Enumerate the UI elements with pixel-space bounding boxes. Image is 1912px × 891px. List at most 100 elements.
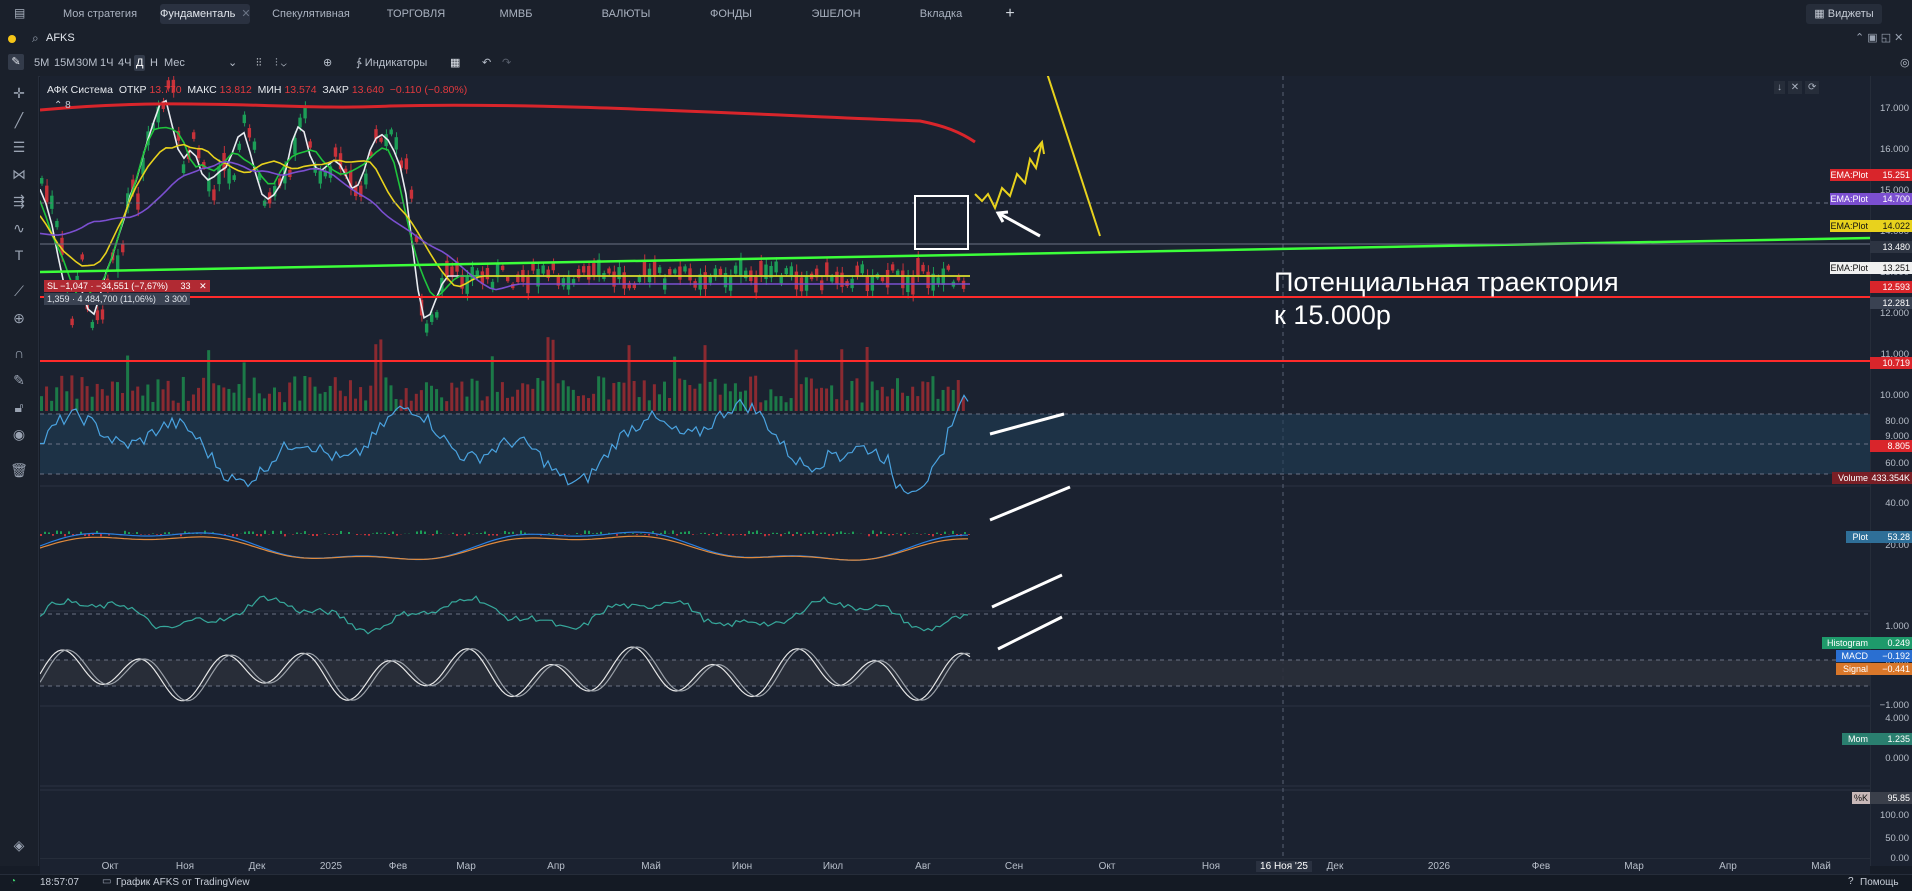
ema-green	[40, 128, 970, 300]
macd-label: MACD	[1836, 650, 1870, 662]
volume-bar	[491, 356, 494, 411]
lock-drawings-icon[interactable]: ✎	[10, 371, 28, 389]
redo-icon[interactable]: ↷	[502, 55, 511, 71]
volume-bar	[886, 396, 889, 411]
candle-body	[840, 273, 843, 287]
volume-bar	[334, 377, 337, 411]
stop-loss-box[interactable]: SL −1,047 · −34,551 (−7,67%) 33 ✕	[44, 280, 210, 292]
crosshair-icon[interactable]: ✛	[10, 84, 28, 102]
add-tab-button[interactable]: +	[1000, 4, 1020, 24]
timeframe-6[interactable]: Д	[134, 55, 145, 71]
volume-bar	[501, 382, 504, 411]
timeframe-8[interactable]: Мес	[164, 55, 185, 71]
compare-add-icon[interactable]: ⊕	[323, 55, 332, 71]
tab-6[interactable]: ВАЛЮТЫ	[576, 4, 676, 24]
candle-body	[121, 244, 124, 253]
tab-4[interactable]: ТОРГОВЛЯ	[366, 4, 466, 24]
volume-bar	[901, 393, 904, 411]
trend-line-icon[interactable]: ╱	[10, 111, 28, 129]
undo-icon[interactable]: ↶	[482, 55, 491, 71]
histogram-bar	[784, 533, 786, 534]
histogram-bar	[308, 534, 310, 535]
layout-icon[interactable]: ▦	[450, 55, 460, 71]
timeframe-5[interactable]: 4Ч	[118, 55, 131, 71]
time-tick: 16 Ноя '25	[1256, 861, 1312, 872]
volume-bar	[101, 389, 104, 411]
trash-icon[interactable]: 🗑︎	[10, 461, 28, 479]
position-box[interactable]: 1,359 · 4 484,700 (11,06%) 3 300	[44, 293, 190, 305]
pattern-icon[interactable]: ⋈	[10, 165, 28, 183]
help-label[interactable]: Помощь	[1860, 877, 1899, 888]
close-icon[interactable]: ✕	[199, 281, 207, 291]
pencil-icon[interactable]: ✎	[8, 54, 24, 70]
indicator-arrow	[998, 617, 1062, 649]
tab-1[interactable]: Моя стратегия	[50, 4, 150, 24]
histogram-bar	[896, 533, 898, 534]
volume-bar	[592, 394, 595, 411]
candle-body	[582, 266, 585, 272]
text-icon[interactable]: T	[10, 246, 28, 264]
time-tick: Май	[641, 861, 661, 872]
tab-3[interactable]: Спекулятивная	[256, 4, 366, 24]
eye-icon[interactable]: ◉	[10, 425, 28, 443]
fib-icon[interactable]: ⇶	[10, 192, 28, 210]
widgets-icon: ▦	[1814, 8, 1827, 20]
volume-bar	[308, 377, 311, 411]
timeframe-7[interactable]: Н	[150, 55, 158, 71]
pane-controls[interactable]: ↓ ✕ ⟳	[1774, 82, 1819, 93]
annotation-text[interactable]: Потенциальная траектория к 15.000р	[1274, 266, 1619, 332]
tab-2[interactable]: Фундаменталь✕	[160, 4, 250, 24]
zoom-icon[interactable]: ⊕	[10, 309, 28, 327]
histogram-bar	[968, 534, 970, 535]
window-controls[interactable]: ⌃ ▣ ◱ ✕	[1855, 31, 1903, 44]
timeframe-1[interactable]: 5М	[34, 55, 49, 71]
magnet-icon[interactable]: ∩	[10, 344, 28, 362]
volume-bar	[248, 398, 251, 411]
histogram-bar	[80, 532, 82, 534]
symbol-input[interactable]: AFKS	[46, 32, 75, 44]
timeframe-2[interactable]: 15М	[54, 55, 75, 71]
timeframe-3[interactable]: 30М	[76, 55, 97, 71]
chart-area[interactable]	[40, 76, 1870, 866]
lock-icon[interactable]: 🔓︎	[10, 398, 28, 416]
histogram-bar	[340, 531, 342, 534]
timeframe-4[interactable]: 1Ч	[100, 55, 113, 71]
tab-8[interactable]: ЭШЕЛОН	[786, 4, 886, 24]
status-source[interactable]: График AFKS от TradingView	[116, 877, 250, 888]
tab-5[interactable]: ММВБ	[471, 4, 561, 24]
wifi-icon: ◔	[10, 876, 16, 887]
camera-icon[interactable]: ◎	[1900, 55, 1910, 71]
volume-bar	[136, 387, 139, 411]
histogram-bar	[312, 534, 314, 536]
candle-type-icon[interactable]: ⫶⫶	[256, 55, 262, 71]
move-down-icon[interactable]: ↓	[1774, 81, 1785, 94]
legend-collapse-toggle[interactable]: ⌃ 8	[54, 100, 71, 111]
tab-7[interactable]: ФОНДЫ	[681, 4, 781, 24]
chart-type-icon[interactable]: ⫶ ⌄	[275, 55, 287, 71]
legend-high-label: МАКС	[187, 84, 216, 96]
volume-bar	[785, 402, 788, 411]
histogram-bar	[396, 534, 398, 536]
widgets-label: Виджеты	[1828, 8, 1874, 20]
horizontal-lines-icon[interactable]: ☰	[10, 138, 28, 156]
close-tab-icon[interactable]: ✕	[241, 8, 250, 20]
restore-icon[interactable]: ⟳	[1805, 81, 1819, 94]
help-icon[interactable]: ?	[1848, 876, 1854, 887]
volume-bar	[612, 383, 615, 411]
legend-close: 13.640	[352, 84, 384, 96]
volume-bar	[116, 382, 119, 411]
menu-icon[interactable]: ▤	[14, 7, 28, 19]
time-tick: Ноя	[1202, 861, 1220, 872]
ruler-icon[interactable]: ⟋	[10, 282, 28, 300]
indicators-button[interactable]: ∱ Индикаторы	[356, 55, 427, 71]
brush-icon[interactable]: ∿	[10, 219, 28, 237]
search-icon[interactable]: ⌕	[32, 31, 39, 46]
layers-icon[interactable]: ◈	[10, 836, 28, 854]
timeframe-dropdown-icon[interactable]: ⌄	[228, 55, 237, 71]
candle-body	[526, 277, 529, 293]
tab-9[interactable]: Вкладка	[891, 4, 991, 24]
momentum-badge: 1.235	[1870, 733, 1912, 745]
widgets-button[interactable]: ▦ Виджеты	[1806, 4, 1882, 24]
maximize-icon[interactable]: ✕	[1788, 81, 1802, 94]
